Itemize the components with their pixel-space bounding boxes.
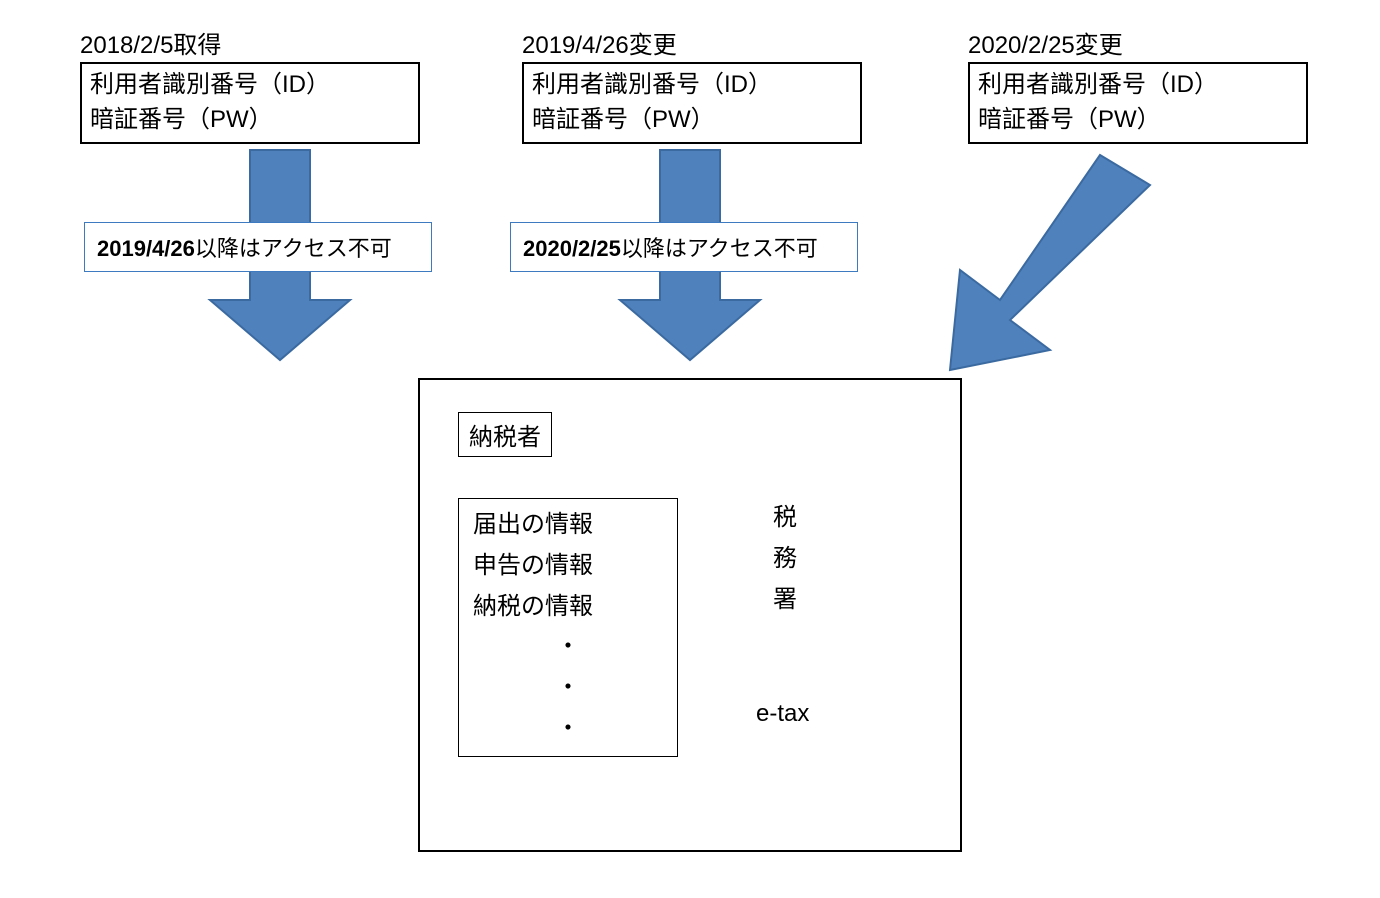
info-item-3: 納税の情報 (473, 587, 663, 628)
note2-rest: 以降はアクセス不可 (621, 236, 818, 261)
note1-date: 2019/4/26 (97, 236, 195, 261)
info-item-1: 届出の情報 (473, 505, 663, 546)
info-item-2: 申告の情報 (473, 546, 663, 587)
arrow3-shape (950, 155, 1150, 370)
note2-date: 2020/2/25 (523, 236, 621, 261)
info-box: 届出の情報 申告の情報 納税の情報 ・ ・ ・ (458, 498, 678, 757)
tax-office-char-2: 務 (770, 539, 800, 580)
note1-rest: 以降はアクセス不可 (195, 236, 392, 261)
tax-office-char-3: 署 (770, 580, 800, 621)
taxpayer-label: 納税者 (469, 424, 541, 451)
note2: 2020/2/25以降はアクセス不可 (510, 222, 858, 272)
tax-office-char-1: 税 (770, 498, 800, 539)
info-dot-2: ・ (473, 668, 663, 709)
tax-office-label: 税 務 署 (770, 498, 800, 620)
note1: 2019/4/26以降はアクセス不可 (84, 222, 432, 272)
taxpayer-box: 納税者 (458, 412, 552, 457)
etax-label: e-tax (756, 700, 809, 728)
info-dot-1: ・ (473, 627, 663, 668)
info-dot-3: ・ (473, 709, 663, 750)
